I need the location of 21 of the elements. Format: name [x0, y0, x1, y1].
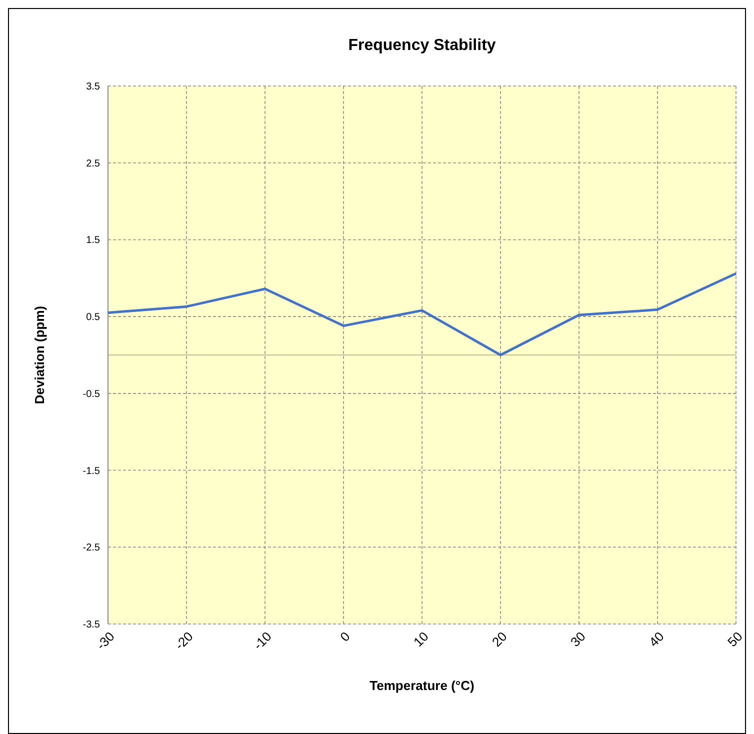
y-tick-label: 2.5 — [86, 158, 100, 170]
y-tick-label: 1.5 — [86, 235, 100, 246]
x-axis-title: Temperature (°C) — [370, 678, 474, 693]
y-tick-label: -3.5 — [82, 620, 100, 630]
y-tick-label: -2.5 — [82, 542, 100, 554]
y-tick-label: -1.5 — [82, 466, 100, 477]
x-tick-label: 20 — [489, 628, 510, 650]
x-tick-label: -30 — [93, 628, 118, 653]
x-tick-label: 0 — [337, 628, 353, 644]
x-tick-label: -20 — [172, 628, 196, 653]
x-tick-label: -10 — [250, 628, 274, 653]
x-tick-label: 50 — [724, 628, 746, 650]
y-tick-label: 0.5 — [86, 312, 100, 324]
chart-title: Frequency Stability — [348, 37, 496, 54]
x-tick-label: 10 — [410, 628, 432, 650]
y-tick-label: 3.5 — [86, 82, 100, 92]
x-tick-label: 40 — [646, 628, 667, 650]
line-series — [106, 272, 738, 356]
x-tick-label: 30 — [568, 628, 588, 650]
y-axis-title: Deviation (ppm) — [32, 306, 47, 404]
y-tick-label: -0.5 — [82, 388, 100, 400]
